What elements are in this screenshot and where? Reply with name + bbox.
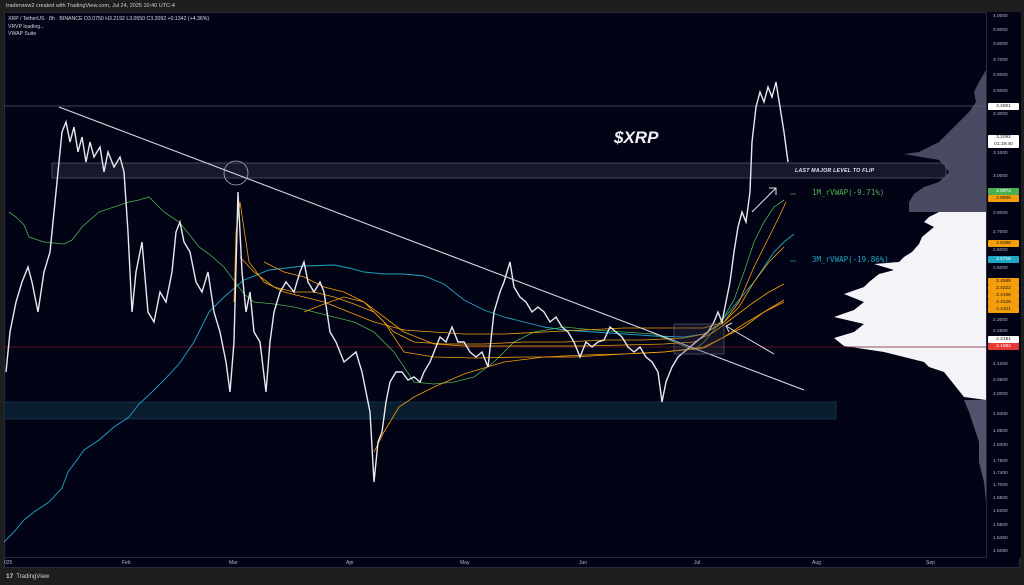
breakout-box[interactable] — [673, 323, 725, 355]
price-tick: 1.7000 — [993, 483, 1008, 488]
time-tick: Apr — [346, 560, 354, 566]
chart-caption: traderview2 created with TradingView.com… — [0, 0, 1024, 12]
chart-legend: XRP / TetherUS · 8h · BINANCE O3.0750 H3… — [8, 16, 209, 39]
footer-branding[interactable]: 17 TradingView — [6, 573, 49, 580]
price-line — [5, 81, 789, 483]
price-badge-red-level: 2.1892 — [988, 343, 1019, 350]
price-tick: 2.6000 — [993, 248, 1008, 253]
time-tick: Jul — [694, 560, 701, 566]
price-tick: 4.0000 — [993, 14, 1008, 19]
price-tick: 2.3000 — [993, 318, 1008, 323]
descending-trendline[interactable] — [58, 106, 805, 391]
vrvp-indicator-label[interactable]: VRVP loading... — [8, 23, 45, 30]
vwap-suite-indicator-label[interactable]: VWAP Suite — [8, 31, 37, 37]
price-tick: 2.8000 — [993, 211, 1008, 216]
price-axis[interactable]: 4.0000 3.9000 3.8000 3.7000 3.6000 3.500… — [986, 12, 1021, 558]
vwap-3m-line — [4, 233, 795, 543]
time-tick: Aug — [812, 560, 821, 566]
price-tick: 1.8300 — [993, 443, 1008, 448]
price-tick: 2.0600 — [993, 378, 1008, 383]
price-tick: 2.0000 — [993, 392, 1008, 397]
time-tick: May — [460, 560, 470, 566]
time-tick: Mar — [229, 560, 238, 566]
price-badge-white: 2.2191 — [988, 336, 1019, 343]
price-tick: 3.7000 — [993, 58, 1008, 63]
time-tick: Sep — [926, 560, 935, 566]
ticker-annotation: $XRP — [614, 128, 659, 147]
price-tick: 1.8800 — [993, 429, 1008, 434]
price-badge-vwap-orange: 2.8695 — [988, 195, 1019, 202]
price-badge-vwap-orange: 2.4198 — [988, 292, 1019, 299]
time-tick: Feb — [122, 560, 131, 566]
price-badge-vwap-orange: 2.4568 — [988, 278, 1019, 285]
symbol-ohlc-line[interactable]: XRP / TetherUS · 8h · BINANCE O3.0750 H3… — [8, 16, 210, 22]
tradingview-logo-icon: 17 — [6, 573, 14, 580]
vwap-3m-label: 3M_rVWAP(-19.86%) — [812, 255, 889, 264]
price-badge-vwap-orange: 2.6398 — [988, 240, 1019, 247]
price-tick: 3.8000 — [993, 42, 1008, 47]
vwap-1m-label: 1M_rVWAP(-9.71%) — [812, 188, 885, 197]
price-tick: 1.9400 — [993, 412, 1008, 417]
highlight-circle[interactable] — [223, 160, 249, 186]
vwap-orange-lines — [233, 201, 787, 453]
price-chart[interactable] — [4, 12, 986, 557]
price-badge-vwap-orange: 2.4222 — [988, 285, 1019, 292]
flip-level-zone[interactable] — [51, 162, 947, 179]
arrow-annotations[interactable] — [725, 187, 777, 355]
chart-frame[interactable] — [4, 12, 1020, 568]
last-price: 3.2092 — [996, 135, 1011, 140]
tradingview-brand: TradingView — [16, 573, 50, 580]
price-tick: 3.3000 — [993, 112, 1008, 117]
vwap-1m-line — [8, 196, 785, 385]
support-zone[interactable] — [4, 401, 837, 420]
time-tick: Jun — [579, 560, 588, 566]
price-tick: 3.5000 — [993, 89, 1008, 94]
price-tick: 2.7000 — [993, 230, 1008, 235]
price-tick: 2.5000 — [993, 266, 1008, 271]
price-tick: 1.7400 — [993, 471, 1008, 476]
flip-level-label: LAST MAJOR LEVEL TO FLIP — [795, 168, 875, 174]
price-tick: 1.6200 — [993, 509, 1008, 514]
time-tick: 025 — [4, 560, 13, 566]
price-tick: 3.1000 — [993, 151, 1008, 156]
price-tick: 1.7800 — [993, 459, 1008, 464]
price-badge-last: 3.2092 01:19:40 — [988, 135, 1019, 148]
price-tick: 3.0000 — [993, 174, 1008, 179]
price-badge-vwap-orange: 2.4128 — [988, 299, 1019, 306]
price-tick: 3.9000 — [993, 28, 1008, 33]
price-tick: 1.6600 — [993, 496, 1008, 501]
price-tick: 3.6000 — [993, 73, 1008, 78]
price-tick: 1.5450 — [993, 536, 1008, 541]
price-tick: 1.5090 — [993, 549, 1008, 554]
time-axis[interactable]: 025 Feb Mar Apr May Jun Jul Aug Sep — [4, 557, 986, 569]
price-badge-3m-vwap: 2.5718 — [988, 256, 1019, 263]
price-badge-vwap-orange: 2.4101 — [988, 306, 1019, 313]
price-tick: 2.2600 — [993, 329, 1008, 334]
price-tick: 1.5800 — [993, 523, 1008, 528]
price-tick: 2.1200 — [993, 362, 1008, 367]
price-badge-resistance: 3.4001 — [988, 103, 1019, 110]
bar-countdown: 01:19:40 — [994, 141, 1013, 147]
volume-profile — [834, 70, 986, 502]
price-badge-1m-vwap: 2.8974 — [988, 188, 1019, 195]
